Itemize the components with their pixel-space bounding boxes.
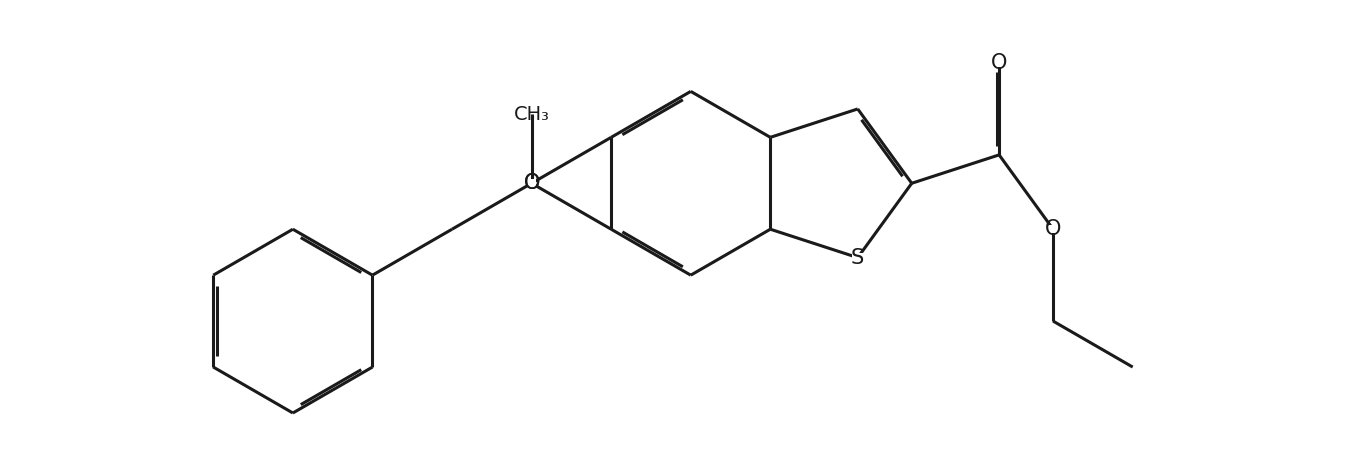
- Text: CH₃: CH₃: [514, 105, 549, 124]
- Text: O: O: [991, 53, 1007, 73]
- Text: O: O: [524, 173, 540, 193]
- FancyBboxPatch shape: [852, 253, 863, 262]
- Text: O: O: [1044, 219, 1061, 239]
- Text: S: S: [851, 248, 864, 268]
- FancyBboxPatch shape: [528, 179, 536, 188]
- FancyBboxPatch shape: [528, 179, 536, 188]
- FancyBboxPatch shape: [995, 59, 1004, 67]
- Text: O: O: [524, 173, 540, 193]
- FancyBboxPatch shape: [1049, 225, 1058, 233]
